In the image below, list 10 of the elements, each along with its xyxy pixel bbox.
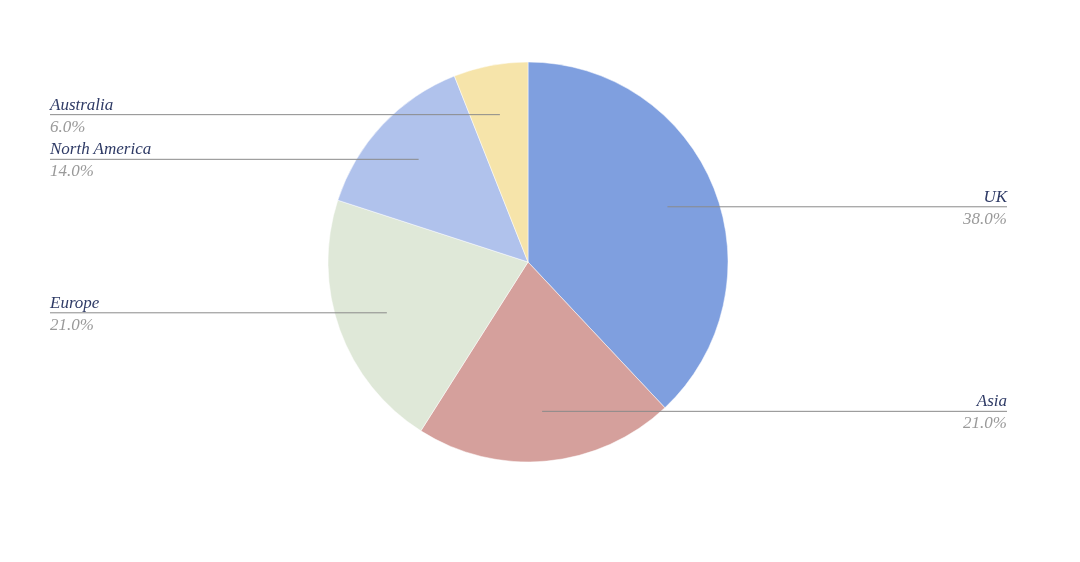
slice-label: North America: [49, 139, 152, 159]
data-label: 6.0%: [50, 116, 86, 136]
data-label: 14.0%: [50, 161, 94, 181]
data-label: 21.0%: [50, 314, 94, 334]
slice-label: Europe: [49, 292, 100, 312]
slice-label: Asia: [975, 391, 1007, 411]
data-label: 21.0%: [963, 413, 1007, 433]
slice-label: Australia: [49, 94, 114, 114]
slice-label: UK: [983, 186, 1009, 206]
data-label: 38.0%: [962, 208, 1007, 228]
